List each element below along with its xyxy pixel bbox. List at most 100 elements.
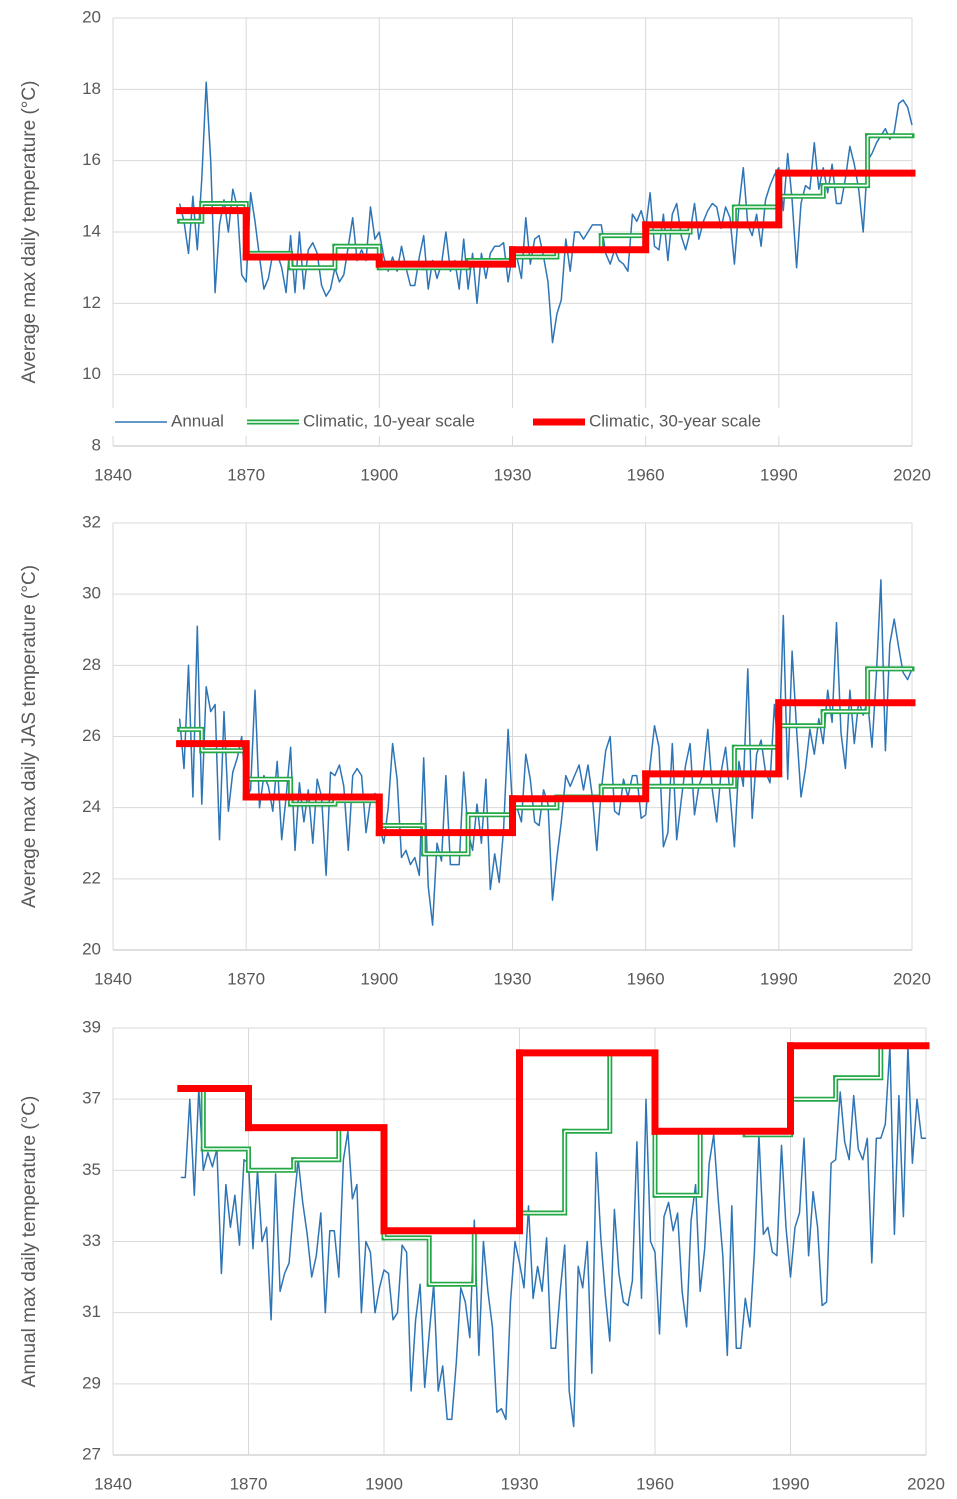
y-tick-label: 22 [82,868,101,887]
climatic-30yr-step [642,169,783,229]
x-tick-label: 2020 [893,969,931,988]
climatic-10yr-step [562,1050,613,1134]
climatic-30yr-step [177,1085,252,1132]
x-tick-label: 1930 [494,969,532,988]
x-tick-label: 1840 [94,1474,132,1493]
climatic-30yr-step [242,793,383,837]
legend-background [110,408,830,436]
y-tick-label: 35 [82,1160,101,1179]
step-highlight [423,814,469,855]
chart-panel: 27 29 31 33 35 37 39 1840 1870 1900 1930 1960 1990 20… [19,1017,945,1493]
x-tick-label: 1960 [627,465,665,484]
step-highlight [778,185,824,198]
step-highlight [203,1148,250,1171]
climatic-10yr-step [291,1125,342,1163]
climatic-10yr-step [652,1128,703,1198]
x-tick-label: 1930 [501,1474,539,1493]
step-highlight [778,711,824,727]
x-tick-label: 1900 [365,1474,403,1493]
y-tick-label: 10 [82,364,101,383]
climatic-10yr-step [246,1157,297,1173]
chart-panel: 20 22 24 26 28 30 32 1840 1870 1900 1930 1960 1990 20… [19,512,931,988]
legend-label: Climatic, 30-year scale [589,411,761,430]
chart-panel: 8 10 12 14 16 18 20 1840 1870 1900 1930 1960 1990 202… [19,7,931,484]
climatic-30yr-step [516,1049,659,1135]
y-tick-label: 14 [82,221,101,240]
legend: Annual Climatic, 10-year scale Climatic, 3… [110,408,830,436]
y-tick-label: 27 [82,1444,101,1463]
x-tick-label: 1900 [360,969,398,988]
step-highlight [655,1131,701,1196]
climatic-10yr-step [731,193,782,210]
y-tick-label: 32 [82,512,101,531]
climatic-30yr-step [509,221,650,254]
climatic-10yr-step [332,798,382,828]
step-highlight [246,252,292,268]
y-tick-label: 8 [92,435,101,454]
step-highlight [293,1127,340,1161]
step-highlight [201,749,247,780]
climatic-30yr-step [651,1042,794,1135]
climatic-10yr-step [465,805,515,818]
climatic-30yr-step [242,253,383,268]
y-tick-label: 12 [82,293,101,312]
annual-line [178,81,913,344]
climatic-10yr-step [517,1128,568,1216]
step-highlight [835,1045,882,1079]
step-highlight [519,1131,566,1214]
climatic-10yr-step [833,1043,884,1081]
step-highlight [429,1230,476,1285]
climatic-10yr-step [199,748,249,782]
y-axis-label: Average max daily JAS temperature (°C) [19,565,40,908]
step-highlight [334,799,381,826]
climatic-10yr-step [788,1075,839,1102]
x-tick-label: 1990 [772,1474,810,1493]
climatic-30yr-step [176,207,250,261]
x-tick-label: 1990 [760,969,798,988]
climatic-30yr-step [380,1049,523,1235]
y-tick-label: 18 [82,79,101,98]
y-tick-label: 24 [82,797,101,816]
x-tick-label: 2020 [907,1474,945,1493]
y-tick-label: 28 [82,655,101,674]
x-tick-label: 1870 [227,969,265,988]
x-tick-label: 1870 [227,465,265,484]
step-highlight [790,1077,837,1100]
y-tick-label: 29 [82,1373,101,1392]
step-highlight [823,668,869,713]
climatic-30yr-step [642,699,783,778]
y-tick-label: 39 [82,1017,101,1036]
legend-label: Climatic, 10-year scale [303,411,475,430]
annual-line [180,1045,926,1428]
step-highlight [248,1159,295,1172]
step-highlight [379,824,425,854]
y-tick-label: 37 [82,1089,101,1108]
y-tick-label: 33 [82,1231,101,1250]
step-highlight [384,1237,430,1285]
y-tick-label: 26 [82,726,101,745]
x-tick-label: 1840 [94,465,132,484]
x-tick-label: 1900 [360,465,398,484]
legend-label: Annual [171,411,224,430]
x-tick-label: 2020 [893,465,931,484]
x-tick-label: 1960 [636,1474,674,1493]
climatic-30yr-step [375,795,516,837]
climatic-30yr-step [245,1124,388,1235]
y-tick-label: 30 [82,584,101,603]
x-tick-label: 1840 [94,969,132,988]
climatic-30yr-step [509,770,650,803]
step-highlight [823,135,869,187]
y-tick-label: 31 [82,1302,101,1321]
x-tick-label: 1960 [627,969,665,988]
step-highlight [290,800,336,805]
climatic-30yr-step [375,246,516,268]
step-highlight [564,1052,611,1132]
y-tick-label: 20 [82,939,101,958]
y-tick-label: 20 [82,7,101,26]
annual-line [178,579,913,926]
y-tick-label: 16 [82,150,101,169]
climatic-10yr-step [426,1228,477,1287]
climatic-30yr-step [176,740,250,801]
step-highlight [290,246,336,269]
